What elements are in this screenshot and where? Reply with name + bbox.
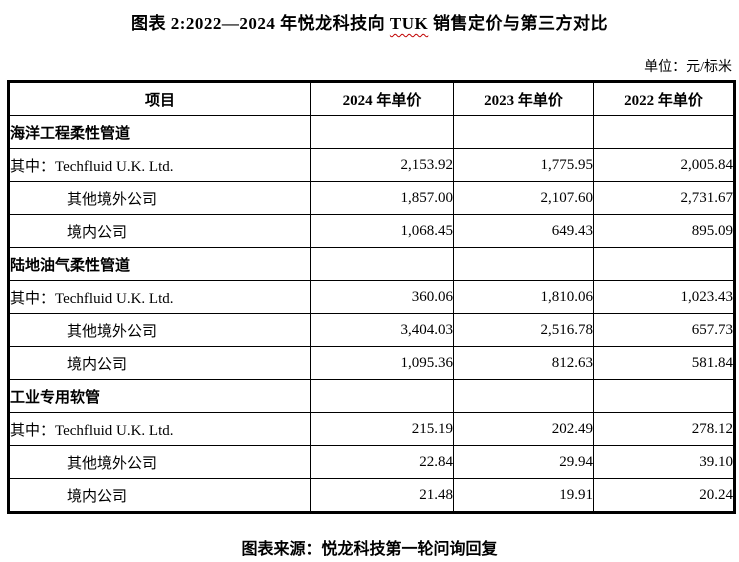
header-row: 项目 2024 年单价 2023 年单价 2022 年单价	[8, 81, 735, 116]
row-value	[593, 115, 735, 149]
row-value: 2,731.67	[593, 181, 735, 215]
row-value: 1,095.36	[310, 346, 454, 380]
header-cell-item: 项目	[8, 81, 311, 116]
row-value: 1,068.45	[310, 214, 454, 248]
row-value: 2,153.92	[310, 148, 454, 182]
row-value: 215.19	[310, 412, 454, 446]
table-header: 项目 2024 年单价 2023 年单价 2022 年单价	[8, 81, 735, 116]
row-value: 22.84	[310, 445, 454, 479]
row-value	[310, 115, 454, 149]
row-value: 19.91	[453, 478, 594, 513]
table-row: 其中：Techfluid U.K. Ltd. 215.19 202.49 278.12	[8, 412, 735, 446]
row-value	[453, 247, 594, 281]
row-value: 812.63	[453, 346, 594, 380]
header-cell-2024: 2024 年单价	[310, 81, 454, 116]
table-body: 海洋工程柔性管道 其中：Techfluid U.K. Ltd. 2,153.92 1,…	[8, 115, 735, 513]
section-row: 陆地油气柔性管道	[8, 247, 735, 281]
table-row: 其他境外公司 1,857.00 2,107.60 2,731.67	[8, 181, 735, 215]
row-value	[593, 379, 735, 413]
row-label: 海洋工程柔性管道	[8, 115, 311, 149]
row-value: 1,857.00	[310, 181, 454, 215]
row-value: 21.48	[310, 478, 454, 513]
row-value: 895.09	[593, 214, 735, 248]
header-cell-2022: 2022 年单价	[593, 81, 735, 116]
row-value: 20.24	[593, 478, 735, 513]
row-value: 657.73	[593, 313, 735, 347]
table-row: 境内公司 21.48 19.91 20.24	[8, 478, 735, 513]
row-value	[453, 379, 594, 413]
row-label: 境内公司	[8, 214, 311, 248]
table-row: 境内公司 1,068.45 649.43 895.09	[8, 214, 735, 248]
section-row: 工业专用软管	[8, 379, 735, 413]
row-label: 境内公司	[8, 346, 311, 380]
table-row: 其他境外公司 3,404.03 2,516.78 657.73	[8, 313, 735, 347]
row-value: 581.84	[593, 346, 735, 380]
table-row: 其中：Techfluid U.K. Ltd. 2,153.92 1,775.95 2,…	[8, 148, 735, 182]
row-value: 649.43	[453, 214, 594, 248]
section-row: 海洋工程柔性管道	[8, 115, 735, 149]
row-label: 境内公司	[8, 478, 311, 513]
row-value	[310, 379, 454, 413]
row-value: 29.94	[453, 445, 594, 479]
row-value	[593, 247, 735, 281]
row-value: 39.10	[593, 445, 735, 479]
chart-title-tuk-spellcheck: TUK	[389, 14, 429, 33]
row-label: 其中：Techfluid U.K. Ltd.	[8, 148, 311, 182]
row-value	[453, 115, 594, 149]
chart-title-prefix: 图表 2:2022—2024 年悦龙科技向	[130, 14, 390, 33]
row-label: 其他境外公司	[8, 445, 311, 479]
unit-label: 单位：元/标米	[644, 60, 732, 75]
price-comparison-table: 项目 2024 年单价 2023 年单价 2022 年单价 海洋工程柔性管道 其中…	[7, 80, 736, 514]
header-cell-2023: 2023 年单价	[453, 81, 594, 116]
row-label: 工业专用软管	[8, 379, 311, 413]
row-value: 2,005.84	[593, 148, 735, 182]
chart-title-suffix: 销售定价与第三方对比	[428, 14, 608, 33]
row-value: 202.49	[453, 412, 594, 446]
row-value: 2,516.78	[453, 313, 594, 347]
row-label: 其中：Techfluid U.K. Ltd.	[8, 412, 311, 446]
row-value: 3,404.03	[310, 313, 454, 347]
row-value: 2,107.60	[453, 181, 594, 215]
row-label: 其他境外公司	[8, 181, 311, 215]
row-value: 1,810.06	[453, 280, 594, 314]
row-value: 278.12	[593, 412, 735, 446]
table-row: 境内公司 1,095.36 812.63 581.84	[8, 346, 735, 380]
row-value: 1,023.43	[593, 280, 735, 314]
row-label: 其中：Techfluid U.K. Ltd.	[8, 280, 311, 314]
row-value: 1,775.95	[453, 148, 594, 182]
row-label: 陆地油气柔性管道	[8, 247, 311, 281]
row-value: 360.06	[310, 280, 454, 314]
row-value	[310, 247, 454, 281]
chart-title: 图表 2:2022—2024 年悦龙科技向 TUK 销售定价与第三方对比	[0, 9, 739, 34]
table-row: 其中：Techfluid U.K. Ltd. 360.06 1,810.06 1,02…	[8, 280, 735, 314]
table-row: 其他境外公司 22.84 29.94 39.10	[8, 445, 735, 479]
source-caption: 图表来源：悦龙科技第一轮问询回复	[241, 541, 498, 558]
row-label: 其他境外公司	[8, 313, 311, 347]
